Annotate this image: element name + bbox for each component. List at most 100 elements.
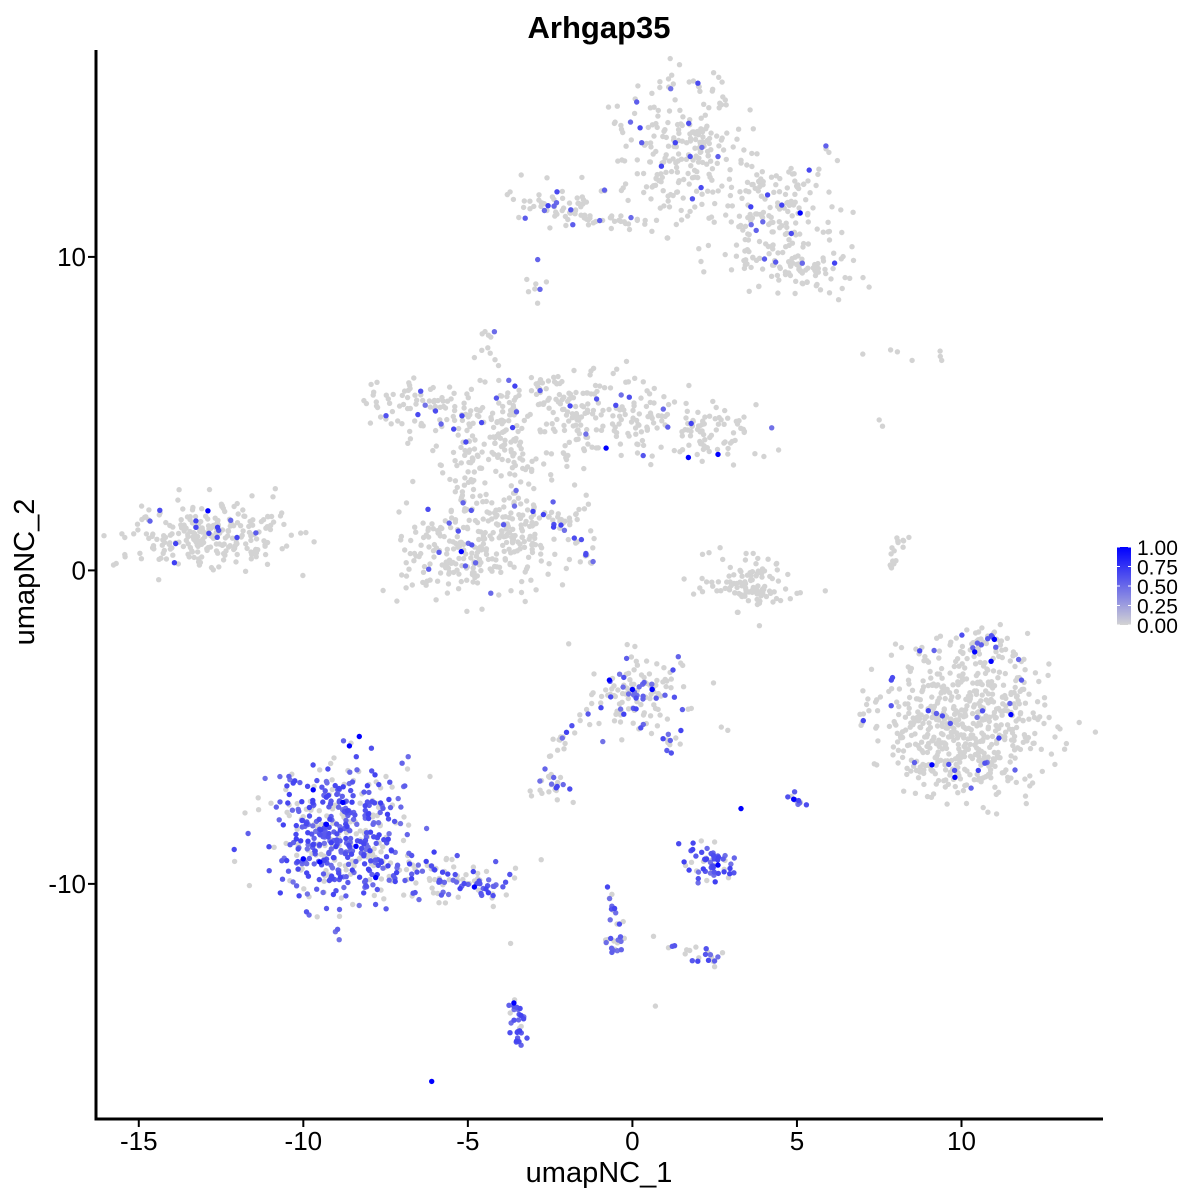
cell-point — [664, 716, 671, 722]
cell-point-expressed — [791, 796, 797, 802]
cell-point-expressed — [418, 388, 424, 394]
cell-point — [712, 200, 718, 207]
cell-point — [925, 726, 932, 733]
cell-point — [598, 412, 604, 418]
cell-point — [151, 546, 157, 552]
cell-point — [687, 131, 693, 137]
cell-point-expressed — [353, 843, 359, 849]
cell-point — [431, 399, 437, 405]
cell-point — [482, 480, 488, 486]
cell-point — [726, 573, 732, 579]
cell-point-expressed — [349, 779, 356, 785]
cell-point-expressed — [511, 1000, 517, 1006]
cell-point — [156, 556, 162, 562]
cell-point — [959, 643, 966, 650]
cell-point — [476, 536, 482, 543]
cell-point — [482, 529, 488, 536]
cell-point — [920, 720, 926, 727]
cell-point — [822, 588, 828, 594]
cell-point — [1002, 729, 1009, 735]
cell-point — [694, 169, 700, 175]
cell-point — [948, 757, 955, 764]
cell-point — [493, 514, 499, 520]
cell-point — [630, 415, 636, 421]
cell-point — [974, 709, 981, 716]
cell-point — [1039, 768, 1046, 775]
cell-point-expressed — [353, 754, 359, 760]
cell-point-expressed — [436, 877, 443, 883]
cell-point — [699, 551, 706, 557]
cell-point — [743, 587, 749, 593]
cell-point-expressed — [491, 329, 498, 335]
cell-point-expressed — [598, 705, 604, 711]
cell-point-expressed — [590, 558, 596, 565]
cell-point — [902, 727, 909, 733]
cell-point — [122, 551, 128, 558]
cell-point — [652, 1003, 659, 1009]
cell-point — [559, 396, 565, 403]
cell-point-expressed — [712, 879, 718, 885]
cell-point — [530, 540, 536, 546]
cell-point-expressed — [675, 654, 681, 660]
cell-point — [448, 507, 454, 513]
cell-point — [242, 568, 249, 574]
cell-point-expressed — [705, 957, 712, 963]
cell-point — [775, 290, 781, 296]
cell-point — [440, 470, 446, 476]
cell-point-expressed — [760, 219, 766, 225]
cell-point — [264, 561, 271, 567]
cell-point — [826, 290, 833, 296]
cell-point — [234, 500, 240, 507]
cell-point — [585, 222, 592, 228]
cell-point — [146, 507, 152, 513]
cell-point — [563, 565, 569, 572]
cell-point — [248, 537, 254, 544]
cell-point — [473, 406, 480, 413]
cell-point-expressed — [387, 779, 393, 785]
cell-point — [206, 486, 213, 493]
cell-point — [947, 642, 953, 648]
cell-point — [753, 402, 759, 408]
cell-point — [589, 411, 596, 417]
cell-point — [814, 226, 820, 232]
cell-point — [560, 450, 566, 456]
cell-point-expressed — [345, 854, 351, 861]
cell-point — [1000, 682, 1007, 688]
cell-point — [566, 641, 572, 647]
cell-point-expressed — [336, 785, 342, 792]
cell-point — [968, 727, 974, 733]
cell-point — [734, 609, 741, 615]
cell-point — [617, 407, 623, 413]
cell-point — [610, 370, 616, 377]
cell-point — [500, 542, 506, 549]
cell-point-expressed — [314, 777, 320, 784]
cell-point — [469, 550, 475, 556]
cell-point — [404, 766, 411, 772]
cell-point — [467, 412, 473, 418]
cell-point — [374, 379, 380, 385]
cell-point — [616, 421, 622, 427]
cell-point-expressed — [432, 408, 439, 414]
cell-point — [493, 557, 499, 563]
cell-point — [474, 519, 481, 526]
cell-point — [951, 703, 957, 710]
cell-point — [444, 398, 451, 404]
cell-point-expressed — [377, 800, 384, 806]
cell-point — [195, 549, 201, 555]
cell-point — [508, 439, 514, 445]
cell-point — [506, 495, 512, 501]
cell-point — [460, 876, 466, 883]
cell-point — [399, 392, 405, 399]
cell-point — [658, 444, 664, 450]
cell-point — [1027, 773, 1033, 779]
cell-point — [711, 964, 718, 970]
cell-point — [600, 423, 606, 429]
cell-point — [638, 429, 645, 435]
cell-point-expressed — [952, 774, 958, 780]
cell-point — [573, 389, 579, 396]
cell-point — [736, 213, 743, 219]
cell-point — [730, 144, 736, 150]
cell-point — [470, 579, 476, 585]
cell-point-expressed — [284, 857, 290, 864]
cell-point-expressed — [361, 890, 367, 896]
